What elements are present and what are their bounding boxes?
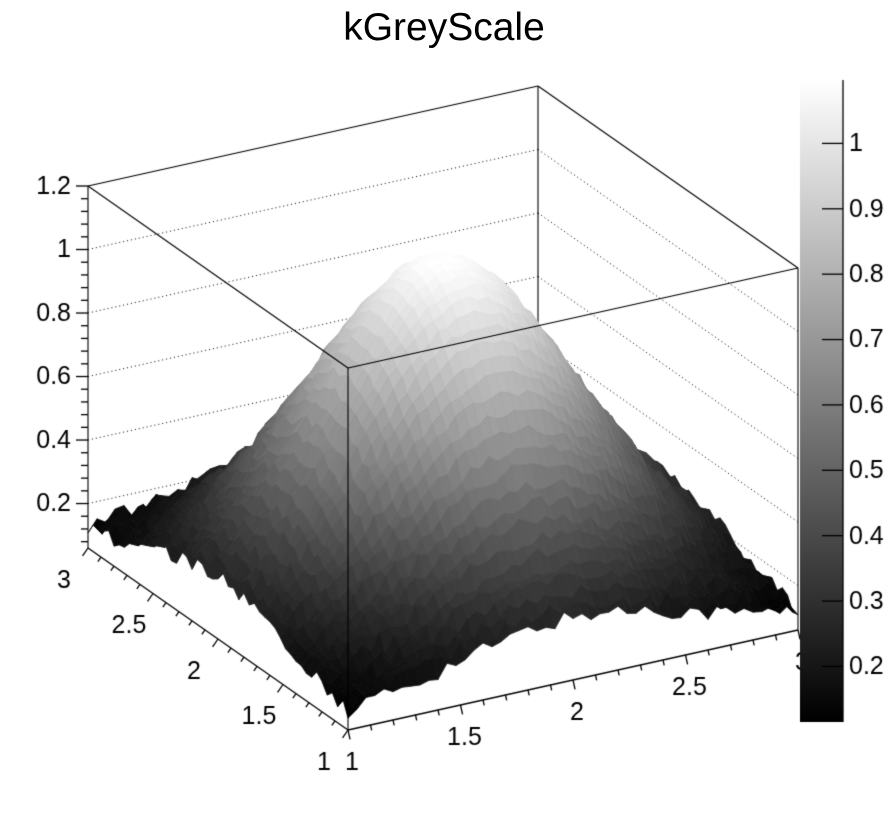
plot-title: kGreyScale: [343, 6, 545, 49]
